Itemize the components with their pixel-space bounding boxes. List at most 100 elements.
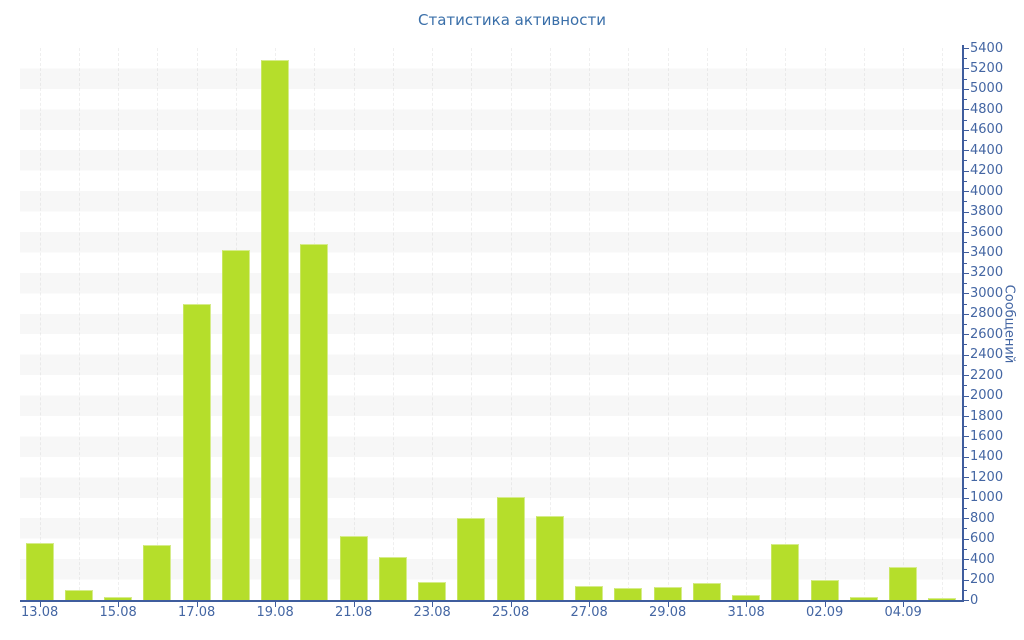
y-tick: [963, 528, 967, 530]
grid-line: [118, 48, 120, 600]
x-tick: [589, 602, 591, 607]
bar-25.08: [496, 496, 525, 600]
y-tick: [963, 436, 969, 438]
y-tick: [963, 589, 967, 591]
grid-line: [510, 48, 512, 600]
y-tick-label: 200: [970, 572, 995, 588]
bar-31.08: [732, 595, 761, 600]
grid-line: [942, 48, 944, 600]
x-tick: [824, 602, 826, 607]
y-tick: [963, 477, 969, 479]
y-tick: [963, 201, 967, 203]
y-tick: [963, 88, 969, 90]
y-tick: [963, 48, 969, 49]
y-tick-label: 0: [970, 592, 979, 608]
grid-line: [863, 48, 865, 600]
y-tick-label: 2600: [970, 326, 1004, 342]
bar-27.08: [575, 585, 604, 600]
bar-20.08: [300, 244, 329, 600]
y-tick-label: 400: [970, 551, 995, 567]
grid-line: [78, 48, 80, 600]
bar-15.08: [104, 597, 133, 600]
x-tick-label: 04.09: [884, 605, 922, 620]
y-tick-label: 5400: [970, 40, 1004, 56]
y-tick: [963, 354, 969, 356]
grid-line: [824, 48, 826, 600]
grid-line: [667, 48, 669, 600]
y-tick: [963, 416, 969, 417]
y-tick: [963, 446, 967, 448]
grid-line: [157, 48, 159, 600]
x-tick: [903, 602, 905, 607]
y-tick-label: 5000: [970, 81, 1004, 97]
x-tick: [196, 602, 198, 607]
grid-line: [628, 48, 630, 600]
y-tick: [963, 375, 969, 377]
y-tick-label: 3400: [970, 244, 1004, 260]
y-tick: [963, 324, 967, 325]
y-axis-line: [962, 45, 964, 602]
y-tick-label: 2000: [970, 388, 1004, 404]
x-tick-label: 17.08: [178, 605, 216, 620]
bar-14.08: [64, 590, 93, 600]
x-tick-label: 23.08: [413, 605, 451, 620]
y-tick: [963, 334, 969, 336]
grid-line: [746, 48, 748, 600]
y-tick: [963, 272, 969, 274]
y-tick: [963, 99, 967, 101]
bar-29.08: [653, 587, 682, 600]
bar-23.08: [418, 581, 447, 600]
y-tick: [963, 119, 967, 121]
x-axis-line: [20, 600, 964, 602]
y-tick-label: 4800: [970, 101, 1004, 117]
grid-line: [903, 48, 905, 600]
y-tick: [963, 508, 967, 509]
y-tick-label: 2800: [970, 306, 1004, 322]
bar-03.09: [849, 596, 878, 600]
bar-16.08: [143, 544, 172, 600]
y-tick-label: 3800: [970, 204, 1004, 220]
y-tick-label: 3000: [970, 285, 1004, 301]
bar-22.08: [378, 557, 407, 600]
y-tick: [963, 538, 969, 540]
y-tick: [963, 344, 967, 346]
x-tick-label: 21.08: [335, 605, 373, 620]
y-tick: [963, 191, 969, 193]
y-tick: [963, 109, 969, 111]
x-tick: [39, 602, 41, 607]
bar-13.08: [25, 542, 54, 600]
y-tick-label: 1200: [970, 469, 1004, 485]
y-tick: [963, 405, 967, 407]
bar-18.08: [221, 250, 250, 600]
y-tick: [963, 559, 969, 561]
y-tick: [963, 68, 969, 70]
y-tick: [963, 313, 969, 315]
y-tick: [963, 497, 969, 499]
y-tick: [963, 58, 967, 60]
bar-28.08: [614, 588, 643, 600]
y-tick: [963, 140, 967, 141]
bar-05.09: [928, 598, 957, 600]
grid-line: [785, 48, 787, 600]
bar-26.08: [535, 516, 564, 600]
y-tick: [963, 426, 967, 428]
y-tick-label: 1000: [970, 490, 1004, 506]
y-tick: [963, 129, 969, 131]
x-tick-label: 31.08: [727, 605, 765, 620]
y-tick-label: 4400: [970, 142, 1004, 158]
y-tick: [963, 518, 969, 520]
y-tick-label: 4000: [970, 183, 1004, 199]
y-tick: [963, 303, 967, 305]
bar-19.08: [261, 60, 290, 600]
y-tick: [963, 232, 969, 233]
y-tick: [963, 385, 967, 387]
x-tick-label: 02.09: [806, 605, 844, 620]
y-axis-title: Сообщений: [1001, 284, 1017, 364]
x-tick-label: 13.08: [21, 605, 59, 620]
y-tick-label: 1800: [970, 408, 1004, 424]
grid-line: [706, 48, 708, 600]
y-tick: [963, 467, 967, 469]
y-tick-label: 2200: [970, 367, 1004, 383]
y-tick: [963, 170, 969, 172]
